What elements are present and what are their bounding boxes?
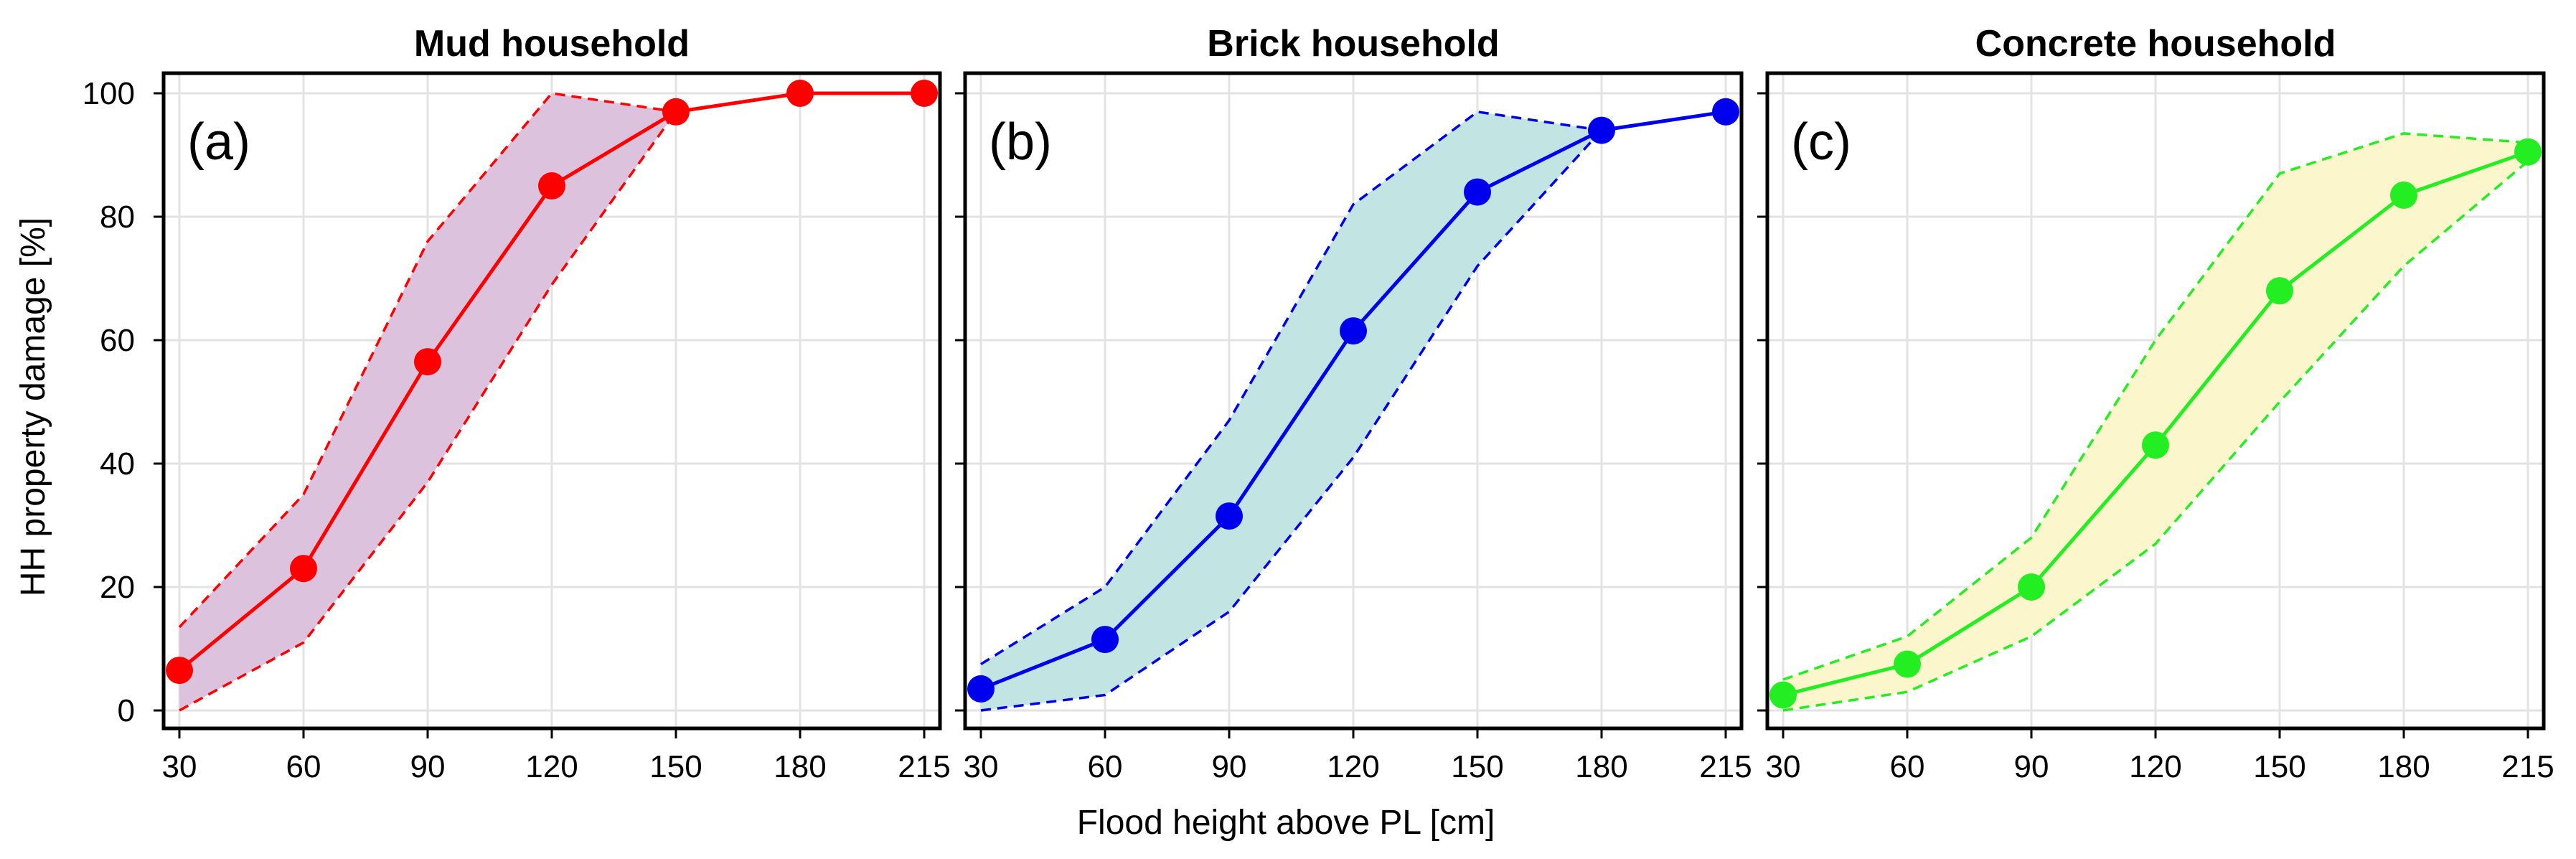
data-point [911, 80, 938, 107]
x-tick-label: 180 [1575, 749, 1627, 784]
data-point [2018, 573, 2045, 601]
x-tick-label: 90 [1212, 749, 1247, 784]
x-tick-label: 180 [2377, 749, 2430, 784]
y-tick-label: 40 [100, 446, 135, 482]
x-tick-label: 150 [1451, 749, 1503, 784]
data-point [166, 657, 193, 685]
x-tick-label: 30 [162, 749, 197, 784]
x-tick-label: 215 [1699, 749, 1752, 784]
panel-letter: (b) [989, 113, 1052, 171]
data-point [786, 80, 814, 107]
data-point [2514, 138, 2542, 166]
data-point [1464, 178, 1491, 206]
x-tick-label: 60 [1088, 749, 1123, 784]
x-tick-label: 60 [1890, 749, 1925, 784]
y-tick-label: 80 [100, 200, 135, 235]
data-point [2266, 277, 2293, 305]
x-tick-label: 215 [2501, 749, 2554, 784]
data-point [1091, 626, 1119, 654]
panel-mud-household: 30 60 90 120 150 180 215 0 20 40 60 80 100 Mud househ… [83, 23, 951, 784]
upper-bound-line [980, 110, 1602, 665]
data-point [2390, 181, 2417, 209]
data-point [1894, 650, 1921, 678]
x-tick-label: 215 [898, 749, 950, 784]
data-point [290, 555, 317, 583]
y-tick-label: 0 [118, 693, 135, 728]
x-tick-label: 30 [1766, 749, 1801, 784]
panel-title: Concrete household [1975, 23, 2336, 65]
data-point [1588, 116, 1615, 144]
x-tick-label: 120 [2129, 749, 2181, 784]
data-point [662, 98, 690, 126]
upper-bound-line [1782, 132, 2529, 681]
x-tick-label: 120 [525, 749, 578, 784]
data-point [1216, 502, 1243, 530]
x-axis-label: Flood height above PL [cm] [1077, 804, 1495, 842]
panel-concrete-household: 30 60 90 120 150 180 215 Concrete household (c) [1757, 23, 2554, 784]
data-point [1769, 681, 1797, 709]
data-point [1712, 98, 1739, 126]
y-axis-label: HH property damage [%] [14, 217, 52, 596]
y-tick-label: 60 [100, 323, 135, 358]
y-tick-label: 20 [100, 570, 135, 605]
x-tick-label: 90 [410, 749, 446, 784]
data-point [538, 172, 565, 200]
x-tick-label: 150 [649, 749, 702, 784]
panel-title: Mud household [414, 23, 690, 65]
x-tick-label: 60 [286, 749, 321, 784]
panel-letter: (a) [187, 113, 250, 171]
data-point [414, 348, 441, 376]
data-point [1340, 317, 1367, 345]
lower-bound-line [179, 111, 677, 712]
panel-letter: (c) [1791, 113, 1851, 171]
lower-bound-line [1782, 160, 2529, 712]
data-point [967, 675, 995, 703]
x-tick-label: 120 [1327, 749, 1379, 784]
panel-title: Brick household [1207, 23, 1499, 65]
x-tick-label: 150 [2253, 749, 2305, 784]
upper-bound-line [178, 92, 677, 629]
lower-bound-line [980, 129, 1603, 712]
uncertainty-band [1783, 133, 2528, 710]
y-tick-label: 100 [83, 76, 135, 111]
x-tick-label: 90 [2014, 749, 2049, 784]
uncertainty-band [981, 111, 1602, 711]
data-point [2142, 431, 2169, 459]
x-tick-label: 30 [964, 749, 999, 784]
panel-brick-household: 30 60 90 120 150 180 215 Brick household (b) [955, 23, 1752, 784]
x-tick-label: 180 [774, 749, 826, 784]
